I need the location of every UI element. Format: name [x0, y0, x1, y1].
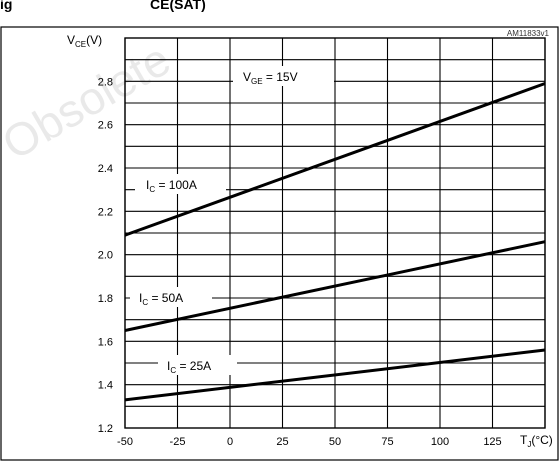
x-label-main: T	[520, 433, 528, 447]
series-line-100a	[124, 82, 546, 237]
label-vge: VGE = 15V	[233, 66, 334, 86]
label-50a-text: IC = 50A	[139, 291, 183, 307]
series-line-50a	[124, 240, 546, 332]
label-vge-bg	[233, 66, 334, 86]
tick-labels: -50 -25 0 25 50 75 100 125 1.2 1.4 1.6 1.8 2.0 2.2 2.4…	[98, 76, 502, 448]
y-tick-label: 1.8	[98, 293, 113, 305]
x-label-unit: (°C)	[531, 433, 552, 447]
x-tick-label: -25	[170, 436, 186, 448]
label-100a-text: IC = 100A	[146, 178, 197, 194]
x-tick-label: 125	[483, 436, 501, 448]
watermark-text: Obsolete	[0, 33, 179, 170]
y-tick-label: 1.2	[98, 423, 113, 435]
figure-frame	[0, 26, 559, 461]
label-ic-100a: IC = 100A	[135, 174, 226, 194]
x-label-sub: J	[527, 440, 531, 449]
series-line-25a	[124, 348, 546, 402]
label-ic-50a: IC = 50A	[130, 287, 212, 307]
x-axis-label: TJ(°C)	[520, 433, 553, 449]
x-tick-label: 0	[227, 436, 233, 448]
label-vge-text: VGE = 15V	[243, 70, 298, 86]
y-tick-label: 1.4	[98, 380, 113, 392]
y-tick-label: 2.4	[98, 163, 113, 175]
header-fragment: ig	[0, 0, 12, 12]
y-tick-label: 2.8	[98, 76, 113, 88]
plot-area-border	[124, 37, 546, 429]
y-label-unit: (V)	[86, 33, 102, 47]
x-tick-label: 100	[431, 436, 449, 448]
y-axis-label: VCE(V)	[67, 33, 102, 49]
label-25a-text: IC = 25A	[167, 359, 211, 375]
y-tick-label: 2.0	[98, 250, 113, 262]
x-tick-label: 50	[329, 436, 341, 448]
series-lines	[124, 82, 546, 402]
x-tick-label: -50	[117, 436, 133, 448]
x-tick-label: 75	[381, 436, 393, 448]
x-tick-label: 25	[276, 436, 288, 448]
y-tick-label: 1.6	[98, 336, 113, 348]
label-25a-bg	[158, 355, 237, 375]
header-fragment-2: CE(SAT)	[150, 0, 206, 12]
y-tick-label: 2.2	[98, 206, 113, 218]
label-50a-bg	[130, 287, 212, 307]
y-label-main: V	[67, 33, 75, 47]
label-ic-25a: IC = 25A	[158, 355, 237, 375]
y-tick-label: 2.6	[98, 120, 113, 132]
chart-code: AM11833v1	[507, 29, 550, 38]
label-100a-bg	[135, 174, 226, 194]
y-label-sub: CE	[75, 40, 86, 49]
